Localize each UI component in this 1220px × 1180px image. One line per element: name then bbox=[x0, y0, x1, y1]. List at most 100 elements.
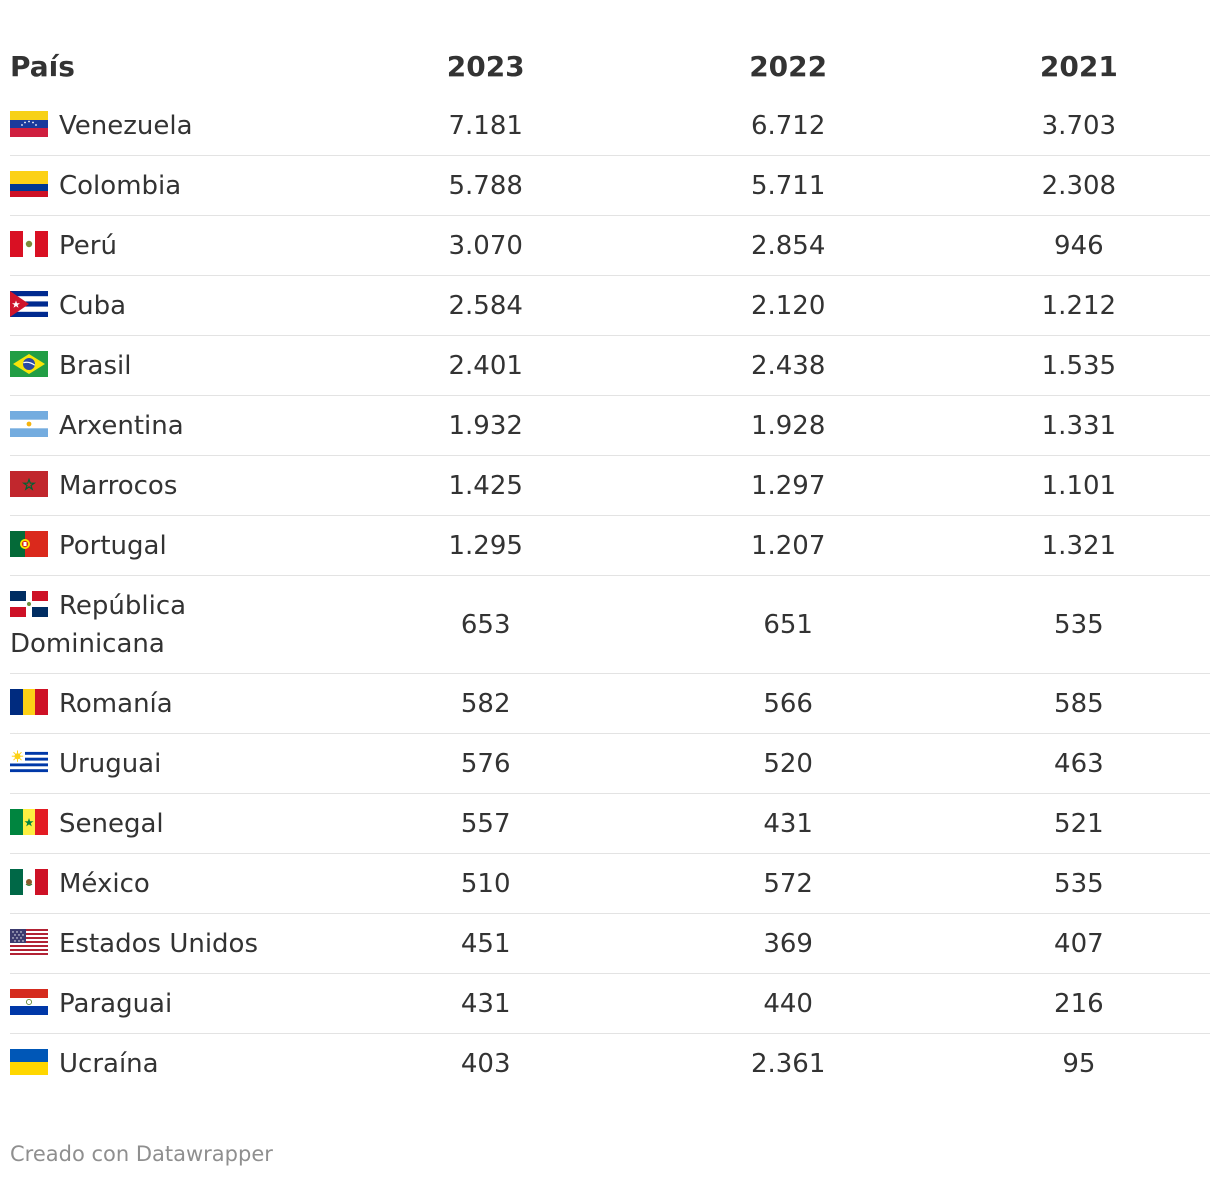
peru-flag-icon bbox=[10, 230, 48, 257]
table-row: Brasil 2.401 2.438 1.535 bbox=[10, 336, 1210, 396]
table-row: Venezuela 7.181 6.712 3.703 bbox=[10, 96, 1210, 156]
romania-flag-icon bbox=[10, 688, 48, 715]
table-row: México 510 572 535 bbox=[10, 854, 1210, 914]
country-name: Colombia bbox=[59, 170, 182, 201]
country-name: Perú bbox=[59, 230, 117, 261]
value-2023: 2.401 bbox=[448, 350, 523, 381]
value-2022: 1.207 bbox=[750, 530, 826, 561]
value-2021: 535 bbox=[1054, 868, 1104, 899]
value-2023: 1.932 bbox=[448, 410, 523, 441]
column-header-country[interactable]: País bbox=[10, 50, 75, 83]
table-row: Romanía 582 566 585 bbox=[10, 674, 1210, 734]
table-row: República Dominicana 653 651 535 bbox=[10, 576, 1210, 674]
country-name: México bbox=[59, 868, 150, 899]
value-2021: 946 bbox=[1054, 230, 1104, 261]
venezuela-flag-icon bbox=[10, 110, 48, 137]
country-cell: Romanía bbox=[10, 685, 343, 723]
value-2021: 2.308 bbox=[1041, 170, 1117, 201]
value-2021: 1.101 bbox=[1041, 470, 1117, 501]
value-2021: 1.321 bbox=[1041, 530, 1117, 561]
table-header-row: País 2023 2022 2021 bbox=[10, 38, 1210, 96]
colombia-flag-icon bbox=[10, 170, 48, 197]
value-2023: 3.070 bbox=[448, 230, 523, 261]
value-2023: 5.788 bbox=[448, 170, 523, 201]
country-name: Uruguai bbox=[59, 748, 162, 779]
value-2023: 1.425 bbox=[448, 470, 523, 501]
country-name: Ucraína bbox=[59, 1048, 159, 1079]
value-2022: 5.711 bbox=[750, 170, 826, 201]
table-row: Paraguai 431 440 216 bbox=[10, 974, 1210, 1034]
table-row: Cuba 2.584 2.120 1.212 bbox=[10, 276, 1210, 336]
table-row: Ucraína 403 2.361 95 bbox=[10, 1034, 1210, 1093]
brazil-flag-icon bbox=[10, 350, 48, 377]
value-2022: 6.712 bbox=[750, 110, 826, 141]
senegal-flag-icon bbox=[10, 808, 48, 835]
value-2021: 521 bbox=[1054, 808, 1104, 839]
country-cell: Venezuela bbox=[10, 107, 343, 145]
value-2021: 3.703 bbox=[1041, 110, 1117, 141]
table-row: Portugal 1.295 1.207 1.321 bbox=[10, 516, 1210, 576]
value-2022: 369 bbox=[763, 928, 813, 959]
cuba-flag-icon bbox=[10, 290, 48, 317]
value-2023: 582 bbox=[460, 688, 511, 719]
morocco-flag-icon bbox=[10, 470, 48, 497]
country-cell: Senegal bbox=[10, 805, 343, 843]
value-2023: 451 bbox=[460, 928, 511, 959]
dominican-republic-flag-icon bbox=[10, 590, 48, 617]
value-2023: 2.584 bbox=[448, 290, 523, 321]
value-2022: 651 bbox=[763, 609, 813, 640]
column-header-2023[interactable]: 2023 bbox=[446, 50, 525, 83]
value-2023: 510 bbox=[460, 868, 511, 899]
country-name: Portugal bbox=[59, 530, 167, 561]
value-2022: 1.297 bbox=[750, 470, 826, 501]
value-2023: 653 bbox=[460, 609, 511, 640]
country-cell: Marrocos bbox=[10, 467, 343, 505]
value-2022: 572 bbox=[763, 868, 813, 899]
value-2022: 2.438 bbox=[750, 350, 826, 381]
country-name: Marrocos bbox=[59, 470, 178, 501]
ukraine-flag-icon bbox=[10, 1048, 48, 1075]
value-2022: 431 bbox=[763, 808, 813, 839]
paraguay-flag-icon bbox=[10, 988, 48, 1015]
value-2021: 95 bbox=[1062, 1048, 1096, 1079]
value-2022: 2.120 bbox=[750, 290, 826, 321]
value-2022: 520 bbox=[763, 748, 813, 779]
country-name: República Dominicana bbox=[10, 590, 187, 659]
portugal-flag-icon bbox=[10, 530, 48, 557]
value-2021: 585 bbox=[1054, 688, 1104, 719]
table-row: Colombia 5.788 5.711 2.308 bbox=[10, 156, 1210, 216]
table-row: Perú 3.070 2.854 946 bbox=[10, 216, 1210, 276]
country-cell: Arxentina bbox=[10, 407, 343, 445]
value-2023: 1.295 bbox=[448, 530, 523, 561]
table-row: Senegal 557 431 521 bbox=[10, 794, 1210, 854]
table-row: Marrocos 1.425 1.297 1.101 bbox=[10, 456, 1210, 516]
value-2021: 407 bbox=[1054, 928, 1104, 959]
country-cell: Portugal bbox=[10, 527, 343, 565]
country-cell: Cuba bbox=[10, 287, 343, 325]
value-2023: 431 bbox=[460, 988, 511, 1019]
country-name: Romanía bbox=[59, 688, 173, 719]
value-2021: 1.212 bbox=[1041, 290, 1117, 321]
value-2021: 1.535 bbox=[1041, 350, 1117, 381]
usa-flag-icon bbox=[10, 928, 48, 955]
column-header-2021[interactable]: 2021 bbox=[1039, 50, 1118, 83]
argentina-flag-icon bbox=[10, 410, 48, 437]
value-2022: 2.361 bbox=[750, 1048, 826, 1079]
country-name: Estados Unidos bbox=[59, 928, 259, 959]
value-2021: 216 bbox=[1054, 988, 1104, 1019]
country-cell: República Dominicana bbox=[10, 587, 343, 663]
table-row: Uruguai 576 520 463 bbox=[10, 734, 1210, 794]
value-2023: 403 bbox=[460, 1048, 511, 1079]
table-row: Estados Unidos 451 369 407 bbox=[10, 914, 1210, 974]
footer-credit: Creado con Datawrapper bbox=[10, 1142, 273, 1166]
country-cell: Perú bbox=[10, 227, 343, 265]
uruguay-flag-icon bbox=[10, 748, 48, 775]
value-2022: 566 bbox=[763, 688, 813, 719]
country-cell: Ucraína bbox=[10, 1045, 343, 1083]
table-row: Arxentina 1.932 1.928 1.331 bbox=[10, 396, 1210, 456]
column-header-2022[interactable]: 2022 bbox=[749, 50, 828, 83]
country-name: Paraguai bbox=[59, 988, 173, 1019]
value-2022: 1.928 bbox=[750, 410, 826, 441]
data-table: País 2023 2022 2021 Venezuela 7.181 6.712 3… bbox=[10, 38, 1210, 1093]
mexico-flag-icon bbox=[10, 868, 48, 895]
